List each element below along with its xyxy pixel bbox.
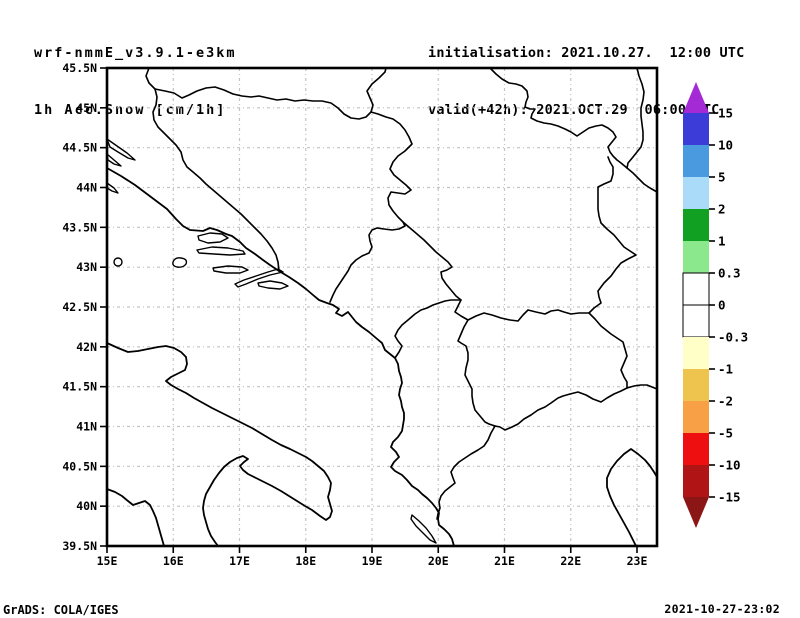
border-serbia-romania-danube bbox=[490, 68, 657, 192]
island-korcula bbox=[213, 266, 248, 273]
island-hvar bbox=[197, 247, 245, 255]
x-axis-tick-label: 19E bbox=[362, 554, 383, 568]
y-axis-tick-label: 42N bbox=[76, 340, 97, 354]
border-greece-bulgaria bbox=[627, 385, 657, 389]
colorbar-segment bbox=[683, 337, 709, 369]
y-axis-tick-label: 43.5N bbox=[62, 220, 97, 234]
border-romania-east-line bbox=[627, 68, 644, 168]
colorbar-segment bbox=[683, 433, 709, 465]
colorbar-tick-label: 1 bbox=[718, 234, 726, 249]
y-axis-tick-label: 41.5N bbox=[62, 380, 97, 394]
border-albania-north bbox=[395, 300, 461, 358]
colorbar-arrow-top bbox=[683, 82, 709, 113]
islet bbox=[114, 258, 122, 266]
x-axis-tick-label: 15E bbox=[97, 554, 118, 568]
border-macedonia bbox=[458, 310, 627, 430]
island-brac bbox=[198, 233, 228, 243]
colorbar-legend: 15 10 5 2 1 0.3 0 -0.3 -1 -2 -5 -10 -15 bbox=[683, 82, 748, 528]
border-greece-albania bbox=[437, 426, 495, 519]
colorbar-segment bbox=[683, 305, 709, 337]
y-axis-tick-label: 40N bbox=[76, 499, 97, 513]
colorbar-tick-label: -1 bbox=[718, 362, 733, 377]
italy-tyrrhenian-coastline bbox=[107, 489, 164, 546]
x-axis-tick-label: 21E bbox=[494, 554, 515, 568]
grads-credit: GrADS: COLA/IGES bbox=[3, 603, 119, 617]
border-croatia-bosnia-west bbox=[146, 68, 279, 271]
border-drina-bosnia-serbia bbox=[330, 112, 412, 302]
island-corfu bbox=[411, 515, 436, 543]
x-axis-tick-label: 20E bbox=[428, 554, 449, 568]
colorbar-segment bbox=[683, 273, 709, 305]
aegean-gulf-coastline bbox=[607, 449, 657, 546]
border-serbia-bulgaria bbox=[589, 157, 636, 313]
creation-timestamp: 2021-10-27-23:02 bbox=[664, 602, 780, 616]
colorbar-tick-label: -15 bbox=[718, 490, 741, 505]
y-axis-tick-label: 45N bbox=[76, 101, 97, 115]
colorbar-arrow-bottom bbox=[683, 497, 709, 528]
islands bbox=[107, 139, 436, 543]
colorbar-tick-label: -5 bbox=[718, 426, 733, 441]
x-axis-tick-label: 16E bbox=[163, 554, 184, 568]
border-sava-north-bosnia bbox=[155, 68, 386, 119]
x-axis-tick-label: 23E bbox=[627, 554, 648, 568]
colorbar-tick-label: -0.3 bbox=[718, 330, 748, 345]
x-axis-tick-label: 17E bbox=[229, 554, 250, 568]
x-axis-tick-label: 22E bbox=[560, 554, 581, 568]
colorbar-tick-label: 15 bbox=[718, 106, 733, 121]
colorbar-tick-label: 5 bbox=[718, 170, 726, 185]
colorbar-segment bbox=[683, 209, 709, 241]
y-axis-tick-label: 43N bbox=[76, 260, 97, 274]
colorbar-segment bbox=[683, 177, 709, 209]
lat-lon-gridlines bbox=[107, 68, 657, 546]
colorbar-segment bbox=[683, 465, 709, 497]
y-axis-tick-label: 41N bbox=[76, 420, 97, 434]
island-vis bbox=[173, 258, 187, 267]
country-borders bbox=[146, 68, 657, 519]
y-axis-tick-label: 44.5N bbox=[62, 141, 97, 155]
colorbar-tick-label: -10 bbox=[718, 458, 741, 473]
colorbar-tick-label: 0.3 bbox=[718, 266, 741, 281]
x-axis-tick-label: 18E bbox=[295, 554, 316, 568]
adriatic-east-coastline bbox=[107, 168, 454, 546]
colorbar-tick-label: 10 bbox=[718, 138, 733, 153]
island-mljet bbox=[258, 281, 288, 289]
y-axis-tick-label: 45.5N bbox=[62, 61, 97, 75]
colorbar-segment bbox=[683, 145, 709, 177]
y-axis-tick-label: 44N bbox=[76, 181, 97, 195]
colorbar-segment bbox=[683, 113, 709, 145]
italy-adriatic-coastline bbox=[107, 343, 332, 546]
coastlines bbox=[107, 168, 657, 546]
colorbar-tick-label: 0 bbox=[718, 298, 726, 313]
y-axis-tick-label: 42.5N bbox=[62, 300, 97, 314]
colorbar-tick-label: -2 bbox=[718, 394, 733, 409]
island-sliver-north bbox=[107, 154, 121, 166]
y-axis-tick-label: 39.5N bbox=[62, 539, 97, 553]
colorbar-segment bbox=[683, 241, 709, 273]
colorbar-segment bbox=[683, 401, 709, 433]
colorbar-tick-label: 2 bbox=[718, 202, 726, 217]
grads-plot-page: { "header": { "model": "wrf-nmmE_v3.9.1-… bbox=[0, 0, 800, 618]
colorbar-segment bbox=[683, 369, 709, 401]
border-serbia-montenegro-kosovo bbox=[403, 222, 468, 320]
map-plot: 15E 16E 17E 18E 19E 20E 21E 22E 23E 45.5N 45N 44.5N… bbox=[0, 0, 800, 618]
y-axis-tick-label: 40.5N bbox=[62, 459, 97, 473]
axes: 15E 16E 17E 18E 19E 20E 21E 22E 23E 45.5N 45N 44.5N… bbox=[62, 61, 647, 568]
